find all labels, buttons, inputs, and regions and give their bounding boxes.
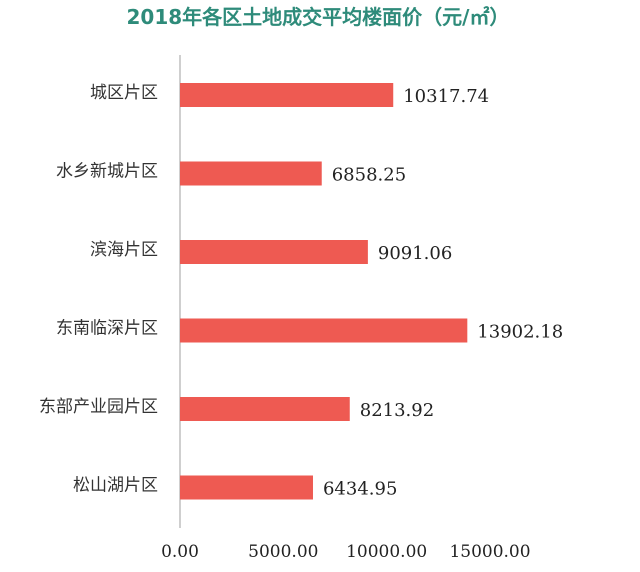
category-label: 东部产业园片区 bbox=[39, 397, 158, 417]
value-labels: 10317.74 6858.25 9091.06 13902.18 8213.92 643… bbox=[323, 86, 563, 500]
category-label: 城区片区 bbox=[90, 83, 158, 103]
value-label: 6434.95 bbox=[323, 479, 397, 500]
bar bbox=[180, 475, 313, 500]
bar bbox=[180, 161, 322, 186]
category-label: 东南临深片区 bbox=[56, 319, 158, 339]
category-label: 水乡新城片区 bbox=[56, 162, 158, 182]
value-label: 6858.25 bbox=[332, 165, 406, 186]
value-label: 13902.18 bbox=[477, 322, 563, 343]
x-tick-label: 0.00 bbox=[161, 542, 199, 562]
x-tick-label: 10000.00 bbox=[346, 542, 427, 562]
value-label: 8213.92 bbox=[360, 400, 434, 421]
bar bbox=[180, 240, 368, 264]
bar bbox=[180, 83, 394, 107]
value-label: 9091.06 bbox=[378, 243, 452, 264]
chart-title: 2018年各区土地成交平均楼面价（元/㎡） bbox=[127, 5, 510, 29]
x-axis-ticks: 0.00 5000.00 10000.00 15000.00 bbox=[161, 542, 530, 562]
category-label: 松山湖片区 bbox=[73, 476, 158, 496]
bar bbox=[180, 318, 468, 343]
x-tick-label: 5000.00 bbox=[248, 542, 318, 562]
bars bbox=[180, 83, 468, 500]
x-tick-label: 15000.00 bbox=[449, 542, 530, 562]
category-label: 滨海片区 bbox=[90, 240, 158, 260]
bar bbox=[180, 397, 350, 421]
value-label: 10317.74 bbox=[403, 86, 489, 107]
